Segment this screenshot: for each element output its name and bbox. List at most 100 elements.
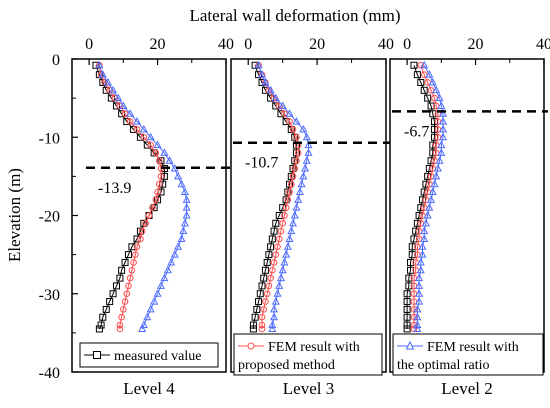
data-point: [403, 321, 411, 329]
data-point: [267, 274, 274, 282]
data-point: [174, 242, 183, 250]
data-point: [182, 210, 191, 219]
data-point: [416, 257, 425, 266]
data-point: [150, 297, 159, 305]
data-point: [439, 109, 448, 117]
data-point: [95, 325, 103, 333]
data-point: [413, 320, 422, 329]
legend-marker: [247, 342, 255, 350]
data-point: [163, 265, 172, 274]
data-point: [257, 70, 267, 78]
data-point: [98, 70, 107, 78]
data-point: [292, 203, 301, 211]
data-point: [268, 235, 276, 243]
data-point: [272, 251, 280, 258]
data-point: [289, 173, 297, 180]
data-point: [153, 289, 162, 297]
data-point: [160, 273, 169, 282]
data-point: [403, 313, 411, 321]
data-point: [139, 320, 148, 329]
data-point: [267, 243, 275, 251]
data-point: [263, 258, 271, 266]
data-point: [139, 124, 148, 133]
data-point: [282, 250, 291, 258]
data-point: [263, 290, 271, 298]
data-point: [275, 235, 283, 243]
data-point: [167, 257, 176, 266]
panel-frame: [389, 58, 545, 373]
data-point: [435, 156, 444, 164]
data-point: [270, 312, 279, 321]
data-point: [410, 235, 418, 243]
data-point: [182, 203, 191, 211]
data-point: [258, 325, 266, 333]
data-point: [439, 117, 448, 125]
data-point: [133, 243, 141, 251]
data-point: [126, 118, 134, 125]
data-point: [429, 110, 437, 118]
data-point: [120, 306, 127, 313]
data-point: [155, 180, 163, 188]
data-point: [413, 71, 421, 79]
data-point: [147, 141, 155, 149]
data-point: [253, 305, 261, 313]
data-point: [281, 212, 288, 219]
panel-frame: [230, 58, 387, 373]
data-point: [432, 85, 441, 94]
data-point: [268, 324, 277, 332]
data-point: [289, 126, 297, 133]
data-point: [140, 133, 148, 141]
panel-1: 0 20 40 -13.9 Level 4 measured value: [71, 36, 234, 398]
x-tick-label: 0: [244, 36, 252, 53]
data-point: [97, 321, 105, 329]
panel-3: 0 20 40 -6.7 Level 2 FEM result with the optim…: [389, 36, 550, 398]
data-point: [415, 273, 424, 282]
data-point: [437, 148, 446, 156]
data-point: [420, 60, 429, 69]
data-point: [142, 220, 149, 227]
y-axis-label: Elevation (m): [5, 168, 24, 262]
data-point: [423, 210, 432, 219]
data-point: [160, 148, 169, 156]
panel-frame: [71, 58, 227, 373]
data-point: [261, 77, 270, 86]
data-point: [403, 298, 411, 306]
data-point: [277, 227, 285, 235]
data-point: [132, 117, 142, 125]
y-tick-label: -10: [39, 130, 60, 147]
data-point: [287, 172, 295, 180]
data-point: [145, 212, 153, 219]
x-tick-label: 20: [468, 36, 484, 53]
data-point: [435, 93, 444, 102]
x-tick-label: 0: [403, 36, 411, 53]
data-point: [410, 61, 418, 69]
data-point: [272, 219, 280, 227]
data-point: [179, 226, 188, 235]
x-tick-label: 20: [150, 36, 166, 53]
data-point: [405, 282, 413, 290]
data-point: [416, 265, 425, 274]
data-point: [403, 290, 411, 298]
data-point: [284, 196, 292, 204]
data-point: [119, 101, 128, 109]
data-point: [413, 304, 422, 313]
data-point: [156, 281, 166, 289]
data-point: [403, 325, 411, 333]
data-point: [292, 149, 300, 157]
data-point: [177, 179, 186, 188]
data-point: [265, 251, 273, 259]
data-point: [270, 304, 279, 313]
data-point: [289, 165, 297, 173]
data-point: [274, 243, 281, 251]
data-point: [258, 282, 266, 290]
data-point: [116, 321, 124, 329]
data-point: [152, 196, 160, 204]
data-point: [254, 60, 263, 69]
data-point: [275, 212, 283, 219]
data-point: [403, 305, 411, 313]
data-point: [118, 266, 126, 274]
data-point: [299, 171, 308, 180]
data-point: [118, 313, 125, 321]
data-point: [276, 273, 285, 282]
data-point: [99, 313, 107, 321]
